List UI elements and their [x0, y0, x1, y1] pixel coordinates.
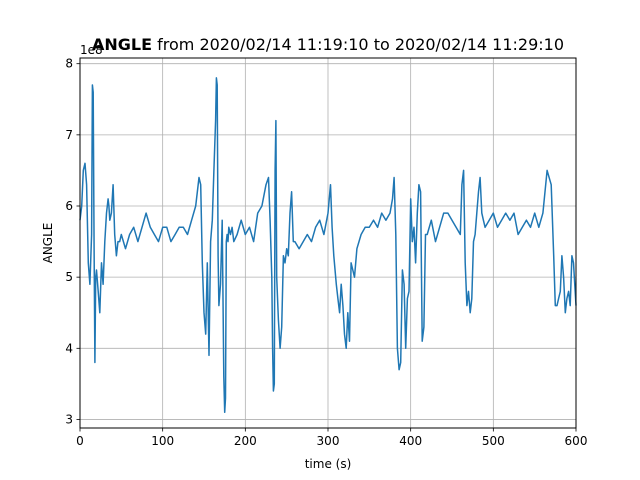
plot-area [79, 77, 577, 414]
x-axis: 0 100 200 300 400 500 600 [76, 428, 587, 448]
y-tick-label: 8 [65, 57, 73, 71]
y-tick-label: 3 [65, 412, 73, 426]
chart-title-bold: ANGLE [92, 35, 152, 54]
y-tick-label: 4 [65, 341, 73, 355]
x-axis-label: time (s) [305, 457, 352, 471]
chart-title-rest: from 2020/02/14 11:19:10 to 2020/02/14 1… [152, 35, 564, 54]
y-axis-label: ANGLE [41, 223, 55, 264]
x-tick-label: 200 [234, 434, 257, 448]
y-tick-label: 7 [65, 128, 73, 142]
series-line [79, 77, 577, 414]
x-tick-label: 300 [317, 434, 340, 448]
grid-lines [79, 58, 577, 428]
x-tick-label: 400 [399, 434, 422, 448]
axis-offset-label: 1e8 [80, 43, 103, 57]
y-axis: 3 4 5 6 7 8 [65, 57, 80, 426]
x-tick-label: 0 [76, 434, 84, 448]
x-tick-label: 100 [151, 434, 174, 448]
chart-title: ANGLE from 2020/02/14 11:19:10 to 2020/0… [92, 35, 564, 54]
x-tick-label: 500 [482, 434, 505, 448]
y-tick-label: 6 [65, 199, 73, 213]
x-tick-label: 600 [565, 434, 588, 448]
y-tick-label: 5 [65, 270, 73, 284]
